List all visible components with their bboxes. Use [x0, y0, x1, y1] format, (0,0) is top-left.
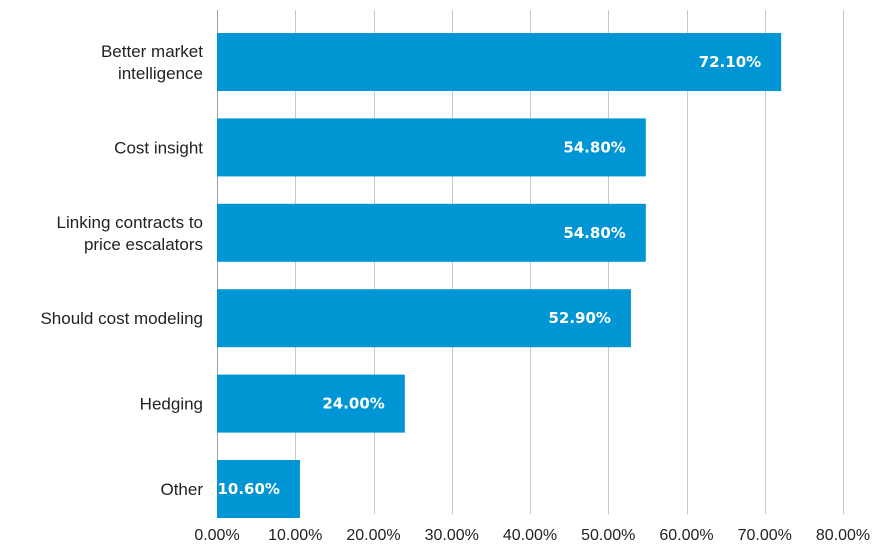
- bar-4: [217, 374, 405, 433]
- category-label: Other: [160, 480, 203, 499]
- bar-0: [217, 33, 782, 91]
- x-tick-label: 80.00%: [816, 527, 870, 544]
- category-label: Cost insight: [114, 138, 203, 157]
- category-label: Better market: [101, 42, 203, 61]
- category-label: Hedging: [140, 395, 203, 414]
- data-label: 10.60%: [217, 480, 279, 498]
- data-label: 52.90%: [548, 309, 610, 327]
- gridlines: [217, 10, 844, 514]
- data-label: 54.80%: [563, 138, 625, 156]
- bar-5: [217, 460, 300, 518]
- bar-1: [217, 118, 646, 177]
- category-label: Should cost modeling: [40, 309, 203, 328]
- x-axis-ticks: 0.00% 10.00% 20.00% 30.00% 40.00% 50.00% 60.00…: [194, 527, 870, 544]
- data-label: 72.10%: [699, 53, 761, 71]
- category-label: Linking contracts to: [57, 213, 203, 232]
- data-label: 24.00%: [322, 395, 384, 413]
- category-label: price escalators: [84, 235, 203, 254]
- x-tick-label: 30.00%: [425, 527, 479, 544]
- x-tick-label: 20.00%: [346, 527, 400, 544]
- x-tick-label: 10.00%: [268, 527, 322, 544]
- data-label: 54.80%: [563, 224, 625, 242]
- bars: 72.10% 54.80% 54.80% 52.90% 24.00% 10.60%: [217, 33, 782, 518]
- x-tick-label: 50.00%: [581, 527, 635, 544]
- bar-2: [217, 203, 646, 262]
- x-tick-label: 40.00%: [503, 527, 557, 544]
- x-tick-label: 0.00%: [194, 527, 239, 544]
- bar-3: [217, 289, 631, 348]
- category-labels: Better market intelligence Cost insight Lin…: [40, 42, 203, 499]
- x-tick-label: 60.00%: [659, 527, 713, 544]
- x-tick-label: 70.00%: [738, 527, 792, 544]
- category-label: intelligence: [118, 64, 203, 83]
